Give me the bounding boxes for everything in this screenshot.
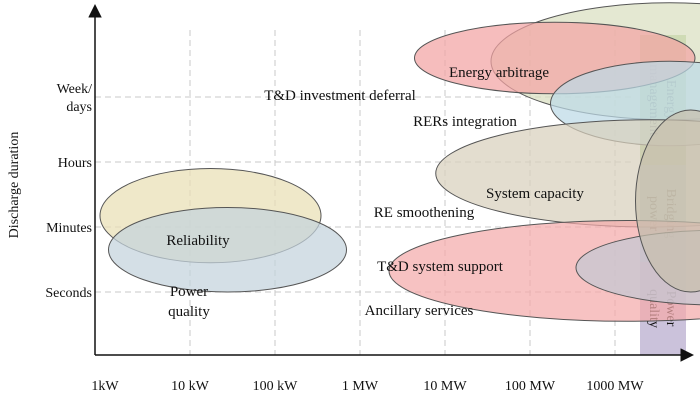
label-reliability: Reliability <box>166 233 230 249</box>
y-tick-label: Week/days <box>57 82 93 115</box>
x-tick-label: 100 MW <box>505 379 556 394</box>
axes <box>88 4 694 362</box>
application-regions <box>99 2 700 322</box>
x-tick-label: 10 kW <box>171 379 210 394</box>
y-tick-label: Minutes <box>46 221 92 236</box>
application-labels: Energy arbitrage T&D investment deferral R… <box>166 65 584 320</box>
tick-labels: 1kW 10 kW 100 kW 1 MW 10 MW 100 MW 1000 MW Week… <box>45 82 644 394</box>
region-power-quality <box>108 207 347 293</box>
label-energy-arbitrage: Energy arbitrage <box>449 65 549 81</box>
x-tick-label: 100 kW <box>253 379 299 394</box>
label-tandd-investment-deferral: T&D investment deferral <box>264 88 416 104</box>
label-re-smoothening: RE smoothening <box>374 205 475 221</box>
y-axis-label: Discharge duration <box>7 132 22 239</box>
x-tick-label: 1 MW <box>342 379 379 394</box>
x-tick-label: 1000 MW <box>586 379 644 394</box>
label-system-capacity: System capacity <box>486 186 584 202</box>
y-tick-label: Seconds <box>45 286 92 301</box>
x-tick-label: 1kW <box>91 379 119 394</box>
region-re-smoothening <box>635 109 700 293</box>
y-tick-label: Hours <box>58 156 92 171</box>
x-tick-label: 10 MW <box>423 379 467 394</box>
label-rers-integration: RERs integration <box>413 114 517 130</box>
label-power-quality: Power quality <box>168 284 210 320</box>
label-ancillary-services: Ancillary services <box>365 303 474 319</box>
label-tandd-system-support: T&D system support <box>377 259 504 275</box>
